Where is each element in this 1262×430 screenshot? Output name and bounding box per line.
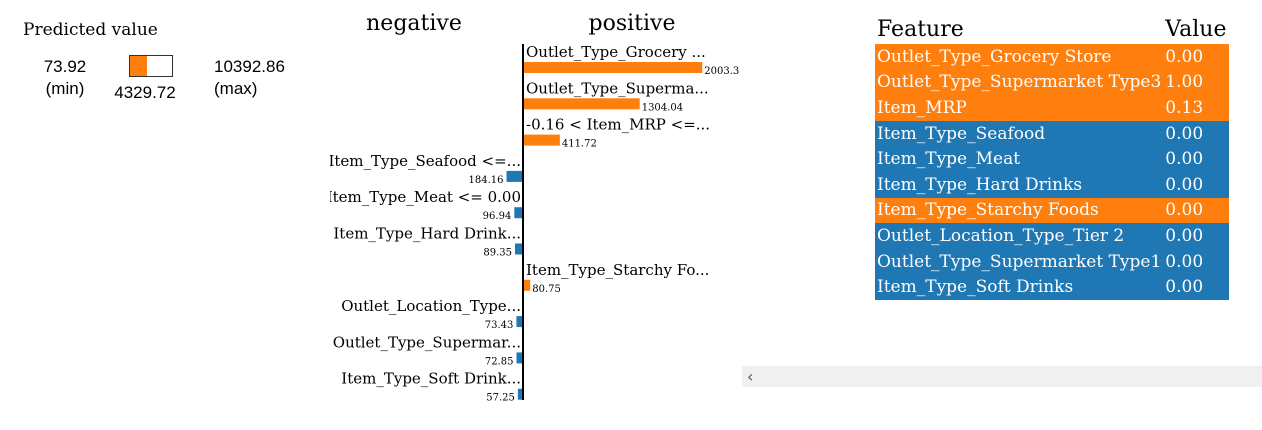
predicted-value-fill — [130, 56, 148, 76]
table-cell-value: 0.00 — [1163, 146, 1229, 172]
table-cell-feature: Item_MRP — [875, 95, 1164, 121]
negative-bar — [516, 352, 523, 364]
table-header-row: Feature Value — [875, 14, 1229, 44]
positive-bar — [523, 134, 560, 146]
chevron-left-icon[interactable]: ‹ — [747, 367, 754, 386]
table-row: Item_Type_Soft Drinks 0.00 — [875, 274, 1229, 300]
negative-bar — [506, 170, 523, 182]
table-row: Item_MRP 0.13 — [875, 95, 1229, 121]
table-body: Outlet_Type_Grocery Store 0.00 Outlet_Type… — [875, 44, 1229, 300]
table-row: Item_Type_Seafood 0.00 — [875, 120, 1229, 147]
table-cell-value: 0.00 — [1163, 248, 1229, 275]
negative-bar — [517, 388, 523, 400]
predicted-max-value: 10392.86 — [214, 57, 285, 76]
feature-value-table: Feature Value Outlet_Type_Grocery Store 0… — [875, 14, 1229, 300]
predicted-value-panel: Predicted value 73.92 (min) 4329.72 1039… — [0, 0, 330, 120]
predicted-min-value: 73.92 — [43, 57, 87, 76]
bar-feature-label: Item_Type_Soft Drink... — [341, 370, 521, 388]
table-cell-value: 0.00 — [1163, 274, 1229, 300]
table-cell-value: 0.00 — [1163, 197, 1229, 224]
table-cell-feature: Outlet_Type_Grocery Store — [875, 44, 1164, 70]
table-cell-feature: Item_Type_Soft Drinks — [875, 274, 1164, 300]
bar-value-label: 2003.3 — [704, 66, 739, 77]
predicted-value-title: Predicted value — [23, 20, 158, 40]
positive-bar — [523, 98, 640, 110]
negative-bar — [515, 243, 523, 255]
table-cell-feature: Outlet_Type_Supermarket Type3 — [875, 69, 1164, 96]
table-row: Item_Type_Meat 0.00 — [875, 146, 1229, 172]
table-cell-feature: Outlet_Location_Type_Tier 2 — [875, 223, 1164, 249]
predicted-max-label: (max) — [214, 79, 258, 98]
table-row: Outlet_Type_Grocery Store 0.00 — [875, 44, 1229, 70]
table-cell-feature: Item_Type_Hard Drinks — [875, 171, 1164, 198]
bar-value-label: 1304.04 — [642, 102, 683, 113]
horizontal-scrollbar[interactable]: ‹ — [742, 366, 1262, 387]
table-cell-value: 0.00 — [1163, 223, 1229, 249]
positive-bar — [523, 62, 703, 73]
positive-header: positive — [589, 11, 676, 36]
table-header-value: Value — [1165, 16, 1227, 42]
bar-feature-label: Item_Type_Seafood <=... — [330, 152, 521, 170]
table-header-feature: Feature — [877, 16, 964, 42]
bar-feature-label: Outlet_Type_Grocery ... — [526, 43, 706, 61]
bar-value-label: 73.43 — [485, 320, 514, 331]
table-cell-feature: Outlet_Type_Supermarket Type1 — [875, 248, 1164, 275]
table-row: Outlet_Type_Supermarket Type1 0.00 — [875, 248, 1229, 275]
positive-bar — [523, 279, 531, 291]
bar-feature-label: Item_Type_Starchy Fo... — [526, 261, 709, 279]
predicted-value: 4329.72 — [114, 83, 176, 102]
bar-value-label: 411.72 — [562, 139, 597, 150]
bar-feature-label: -0.16 < Item_MRP <=... — [526, 116, 710, 134]
bars-group: Outlet_Type_Grocery ... 2003.3 Outlet_Type… — [330, 43, 739, 404]
bar-feature-label: Item_Type_Hard Drink... — [333, 225, 521, 243]
table-row: Outlet_Type_Supermarket Type3 1.00 — [875, 69, 1229, 96]
negative-bar — [516, 316, 523, 328]
bar-value-label: 57.25 — [486, 393, 515, 404]
table-cell-feature: Item_Type_Meat — [875, 146, 1164, 172]
bar-feature-label: Item_Type_Meat <= 0.00 — [330, 188, 521, 206]
negative-header: negative — [366, 11, 462, 36]
table-cell-value: 0.00 — [1163, 171, 1229, 198]
bar-value-label: 89.35 — [483, 248, 512, 259]
table-row: Outlet_Location_Type_Tier 2 0.00 — [875, 223, 1229, 249]
table-cell-feature: Item_Type_Seafood — [875, 120, 1164, 147]
table-cell-feature: Item_Type_Starchy Foods — [875, 197, 1164, 224]
bar-value-label: 184.16 — [469, 175, 504, 186]
predicted-value-bar — [129, 55, 173, 77]
bar-feature-label: Outlet_Type_Supermar... — [333, 333, 521, 351]
feature-contribution-chart: negative positive Outlet_Type_Grocery ..… — [330, 11, 739, 404]
table-cell-value: 0.00 — [1163, 120, 1229, 147]
bar-feature-label: Outlet_Location_Type... — [341, 297, 521, 315]
table-row: Item_Type_Hard Drinks 0.00 — [875, 171, 1229, 198]
negative-bar — [514, 207, 523, 219]
table-row: Item_Type_Starchy Foods 0.00 — [875, 197, 1229, 224]
bar-value-label: 80.75 — [532, 284, 561, 295]
bar-feature-label: Outlet_Type_Superma... — [526, 79, 709, 97]
table-cell-value: 0.00 — [1163, 44, 1229, 70]
predicted-min-label: (min) — [45, 79, 85, 98]
table-cell-value: 0.13 — [1163, 95, 1229, 121]
bar-value-label: 96.94 — [483, 211, 512, 222]
table-cell-value: 1.00 — [1163, 69, 1229, 96]
bar-value-label: 72.85 — [485, 356, 514, 367]
